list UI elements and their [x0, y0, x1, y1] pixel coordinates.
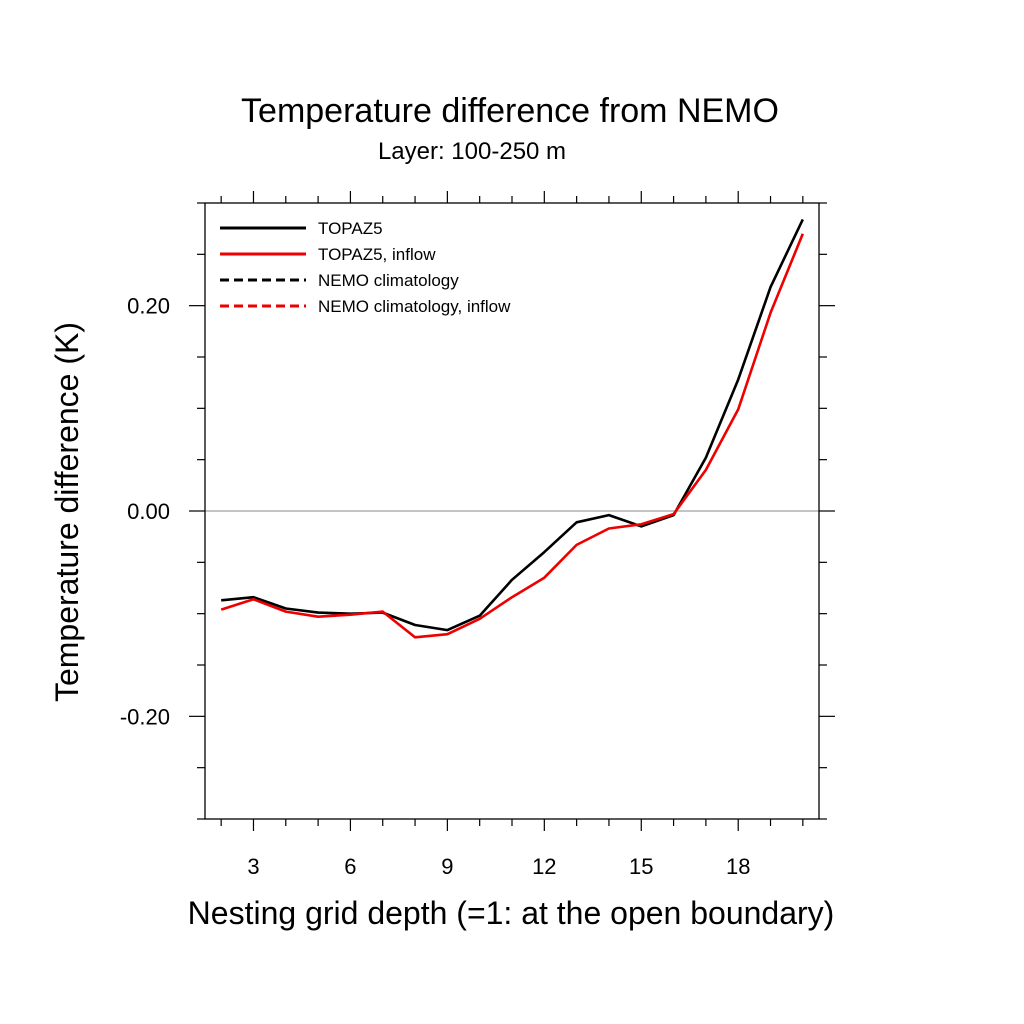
x-axis-label: Nesting grid depth (=1: at the open boun… [188, 895, 835, 931]
y-tick-label: -0.20 [120, 704, 170, 729]
chart-title: Temperature difference from NEMO [241, 92, 779, 130]
legend-entry-label: TOPAZ5 [318, 219, 383, 238]
y-tick-label: 0.20 [127, 294, 170, 319]
series-lines [220, 218, 805, 639]
x-tick-label: 18 [726, 854, 750, 879]
y-axis-label: Temperature difference (K) [49, 322, 85, 702]
series-line-2 [220, 233, 805, 639]
legend-entry-label: NEMO climatology [318, 271, 459, 290]
axis-tick-labels: 3 6 9 12 15 18 -0.20 0.00 0.20 [120, 294, 751, 879]
series-line-1 [221, 218, 804, 632]
legend: TOPAZ5 TOPAZ5, inflow NEMO climatology NEMO… [220, 219, 511, 316]
legend-entry-label: TOPAZ5, inflow [318, 245, 436, 264]
x-tick-label: 15 [629, 854, 653, 879]
x-tick-label: 9 [441, 854, 453, 879]
x-tick-label: 12 [532, 854, 556, 879]
chart-subtitle: Layer: 100-250 m [378, 138, 566, 165]
axis-ticks [189, 191, 835, 831]
legend-entry-label: NEMO climatology, inflow [318, 297, 511, 316]
x-tick-label: 3 [247, 854, 259, 879]
x-tick-label: 6 [344, 854, 356, 879]
y-tick-label: 0.00 [127, 499, 170, 524]
